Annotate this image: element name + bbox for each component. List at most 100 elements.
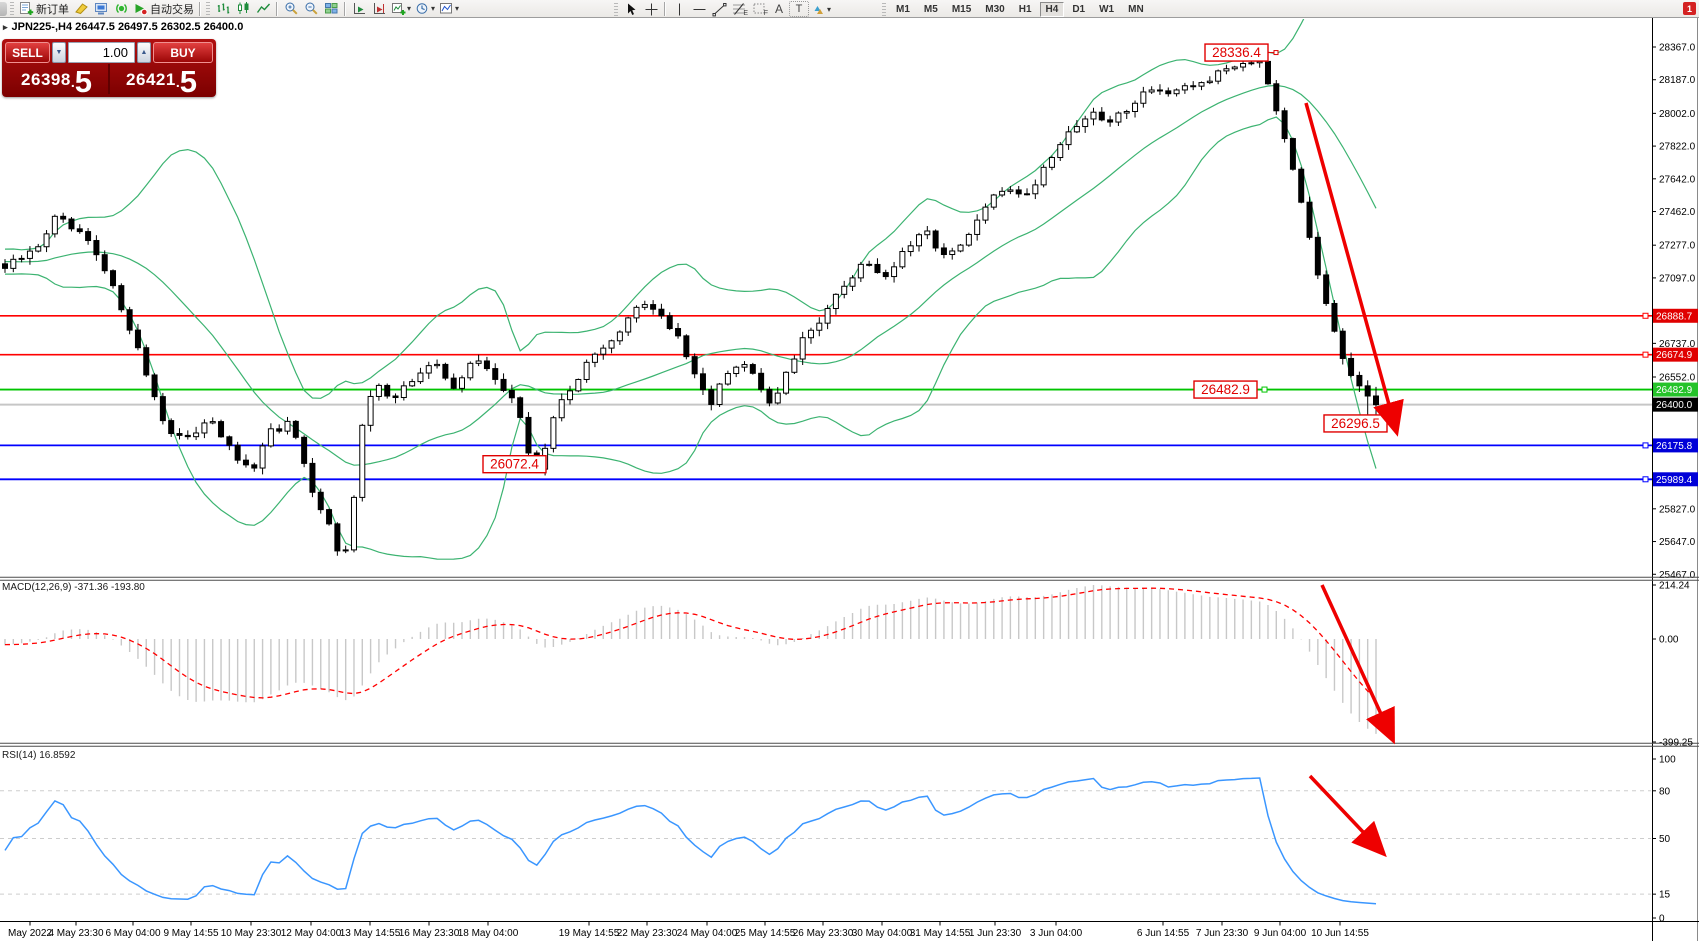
signals-button[interactable] [111,1,131,17]
notification-badge[interactable]: 1 [1683,2,1696,15]
time-tick-label: 31 May 14:55 [910,928,971,939]
auto-trading-button[interactable]: 自动交易 [131,1,196,17]
toolbar-grip [614,2,618,16]
trendline-button[interactable] [709,1,729,17]
line-handle[interactable] [1261,386,1268,393]
tab-D1[interactable]: D1 [1072,3,1086,15]
buy-price-main: 26421 [126,70,176,89]
sell-price[interactable]: 26398. 5 [5,63,108,99]
terminal-icon [94,3,107,15]
line-handle[interactable] [1642,351,1649,358]
tab-M5[interactable]: M5 [923,3,938,15]
line-handle[interactable] [1642,476,1649,483]
price-badge-label: 26888.7 [1656,311,1693,322]
shapes-button[interactable]: ▾ [809,1,833,17]
zoom-out-icon [305,2,318,15]
macd-tick-label: -399.25 [1659,738,1693,749]
highlighter-button[interactable] [71,1,91,17]
price-badge [1653,438,1698,453]
volume-increase-button[interactable]: ▲ [137,42,151,63]
candlestick-chart-button[interactable] [233,1,253,17]
crosshair-button[interactable] [641,1,661,17]
tab-M1[interactable]: M1 [896,3,910,15]
tab-H1[interactable]: H1 [1018,3,1032,15]
grid-tool-button[interactable]: F [749,1,769,17]
tile-windows-button[interactable] [321,1,341,17]
buy-price-dot: . [175,74,180,90]
time-tick-label: 3 Jun 04:00 [1030,928,1083,939]
text-tool-icon: A [774,2,783,16]
price-tick-label: 26552.0 [1659,373,1696,384]
rsi-tick-label: 80 [1659,786,1671,797]
tab-H4[interactable]: H4 [1039,1,1065,17]
annotation-text: 26482.9 [1201,382,1250,397]
label-tool-button[interactable]: T [789,1,809,17]
down-arrow[interactable] [1304,102,1404,437]
sell-price-main: 26398 [21,70,71,89]
price-axis[interactable]: 28367.0 28187.0 28002.0 27822.0 27642.0 27462… [1652,0,1698,941]
grid-tool-icon [753,3,764,13]
zoom-in-button[interactable] [281,1,301,17]
annotation-box[interactable] [1193,380,1258,399]
tab-W1[interactable]: W1 [1099,3,1115,15]
line-chart-button[interactable] [253,1,273,17]
bar-chart-button[interactable] [213,1,233,17]
price-annotations[interactable]: 28336.4 26482.9 26296.5 26072.4 [482,43,1388,474]
new-order-button[interactable]: 新订单 [17,1,71,17]
label-tool-icon: T [795,3,803,15]
down-arrow[interactable] [1308,774,1387,858]
dropdown-arrow-icon: ▾ [827,4,832,14]
time-tick-label: 12 May 04:00 [281,928,342,939]
one-click-trading-panel: SELL ▼ ▲ BUY 26398.5 26421.5 [2,39,216,97]
clock-icon [416,3,428,14]
horizontal-line-button[interactable] [689,1,709,17]
tab-M30[interactable]: M30 [985,3,1005,15]
price-tick-label: 25467.0 [1659,570,1696,581]
fibo-letter: E [743,10,748,17]
buy-button[interactable]: BUY [153,42,213,63]
templates-button[interactable]: ▾ [437,1,461,17]
profiles-button[interactable]: ▾ [413,1,437,17]
terminal-button[interactable] [91,1,111,17]
new-order-icon [20,2,34,15]
price-badge-label: 25989.4 [1656,475,1693,486]
trend-arrows[interactable] [1304,102,1404,858]
dropdown-arrow-icon: ▾ [431,4,436,13]
text-tool-button[interactable]: A [769,1,789,17]
sell-button[interactable]: SELL [5,42,50,63]
auto-scroll-button[interactable] [349,1,369,17]
panel-separators[interactable] [0,576,1699,922]
tab-M15[interactable]: M15 [951,3,972,15]
volume-decrease-button[interactable]: ▼ [52,42,66,63]
line-handle[interactable] [1642,312,1649,319]
time-tick-label: May 2022 [8,928,52,939]
cursor-button[interactable] [621,1,641,17]
horizontal-line-icon [693,8,705,10]
tab-MN[interactable]: MN [1128,3,1144,15]
annotation-box[interactable] [482,455,547,474]
buy-price[interactable]: 26421. 5 [108,63,213,99]
vertical-line-button[interactable] [669,1,689,17]
one-click-toggle[interactable]: ▸ [3,21,8,32]
down-arrow[interactable] [1320,584,1395,745]
auto-trading-label: 自动交易 [150,3,194,16]
time-tick-label: 30 May 04:00 [852,928,913,939]
new-chart-button[interactable]: ▾ [389,1,413,17]
candlestick-series [2,52,1379,556]
candlestick-chart-icon [237,2,248,14]
zoom-out-button[interactable] [301,1,321,17]
chart-shift-button[interactable] [369,1,389,17]
line-handle[interactable] [1642,442,1649,449]
price-tick-label: 25827.0 [1659,504,1696,515]
rsi-tick-label: 0 [1659,914,1665,925]
buy-price-pip: 5 [179,63,197,99]
new-order-label: 新订单 [36,3,69,16]
toolbar-separator [664,2,666,16]
sell-price-dot: . [70,74,75,90]
fibonacci-button[interactable]: E [729,1,749,17]
volume-input[interactable] [68,42,135,63]
sell-price-pip: 5 [74,63,92,99]
tile-windows-icon [324,3,337,14]
